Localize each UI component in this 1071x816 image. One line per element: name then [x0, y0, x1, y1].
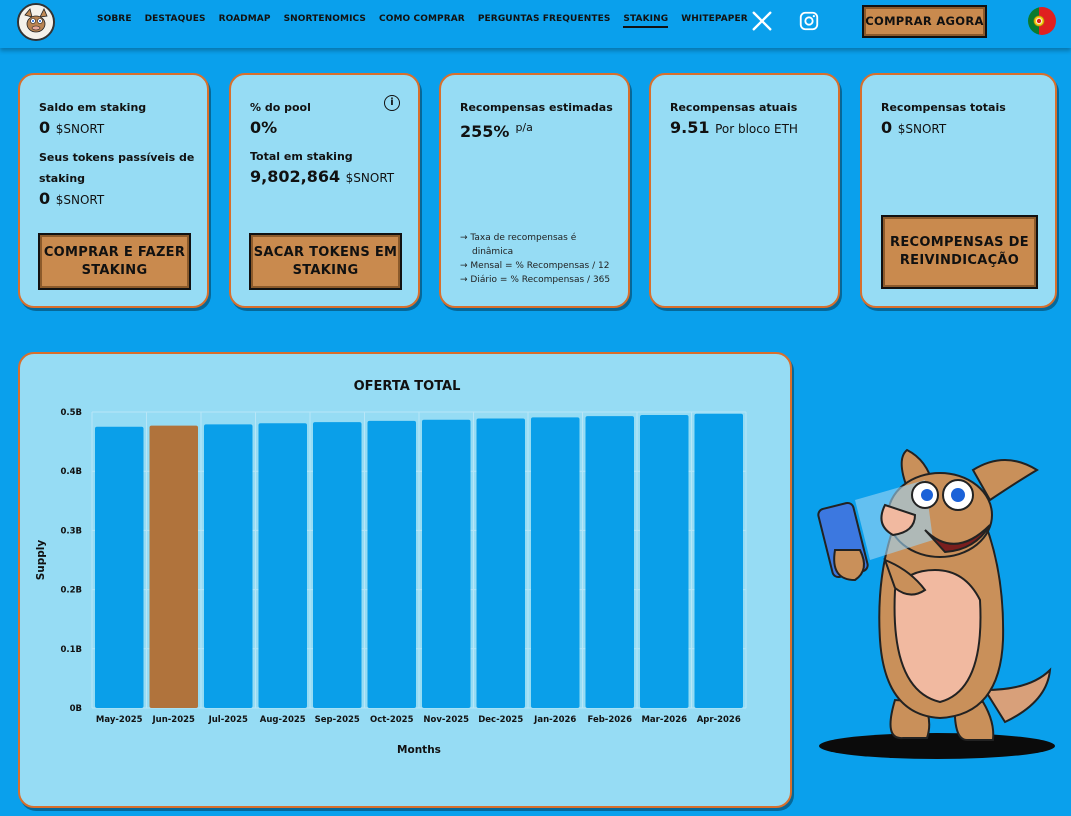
total-rewards-unit: $SNORT: [897, 122, 947, 136]
estimated-rewards-label: Recompensas estimadas: [460, 101, 613, 114]
current-rewards-unit: Por bloco ETH: [715, 122, 798, 136]
bar: [204, 424, 253, 708]
rewards-notes: → Taxa de recompensas é dinâmica → Mensa…: [460, 231, 610, 287]
main-nav: SOBRE DESTAQUES ROADMAP SNORTENOMICS COM…: [97, 14, 761, 28]
stakeable-tokens-label: Seus tokens passíveis de staking: [39, 151, 195, 185]
estimated-rewards-value: 255% p/a: [460, 118, 628, 142]
x-tick-label: Aug-2025: [260, 715, 306, 725]
current-rewards-value: 9.51 Por bloco ETH: [670, 118, 838, 139]
stakeable-tokens-value: 0 $SNORT: [39, 189, 207, 210]
current-rewards-amount: 9.51: [670, 118, 710, 137]
current-rewards-label: Recompensas atuais: [670, 101, 798, 114]
x-tick-label: Dec-2025: [478, 715, 523, 725]
estimated-rewards-card: Recompensas estimadas 255% p/a → Taxa de …: [439, 73, 630, 308]
y-tick-label: 0.3B: [60, 526, 82, 536]
nav-item-whitepaper[interactable]: WHITEPAPER: [681, 14, 748, 24]
x-tick-label: Jul-2025: [208, 715, 248, 725]
stakeable-tokens-amount: 0: [39, 189, 51, 208]
stakeable-tokens-unit: $SNORT: [55, 193, 105, 207]
nav-item-faq[interactable]: PERGUNTAS FREQUENTES: [477, 14, 611, 24]
y-tick-label: 0.1B: [60, 645, 82, 655]
staking-balance-value: 0 $SNORT: [39, 118, 207, 139]
nav-item-roadmap[interactable]: ROADMAP: [218, 14, 271, 24]
rewards-note: → Diário = % Recompensas / 365: [460, 275, 611, 285]
staking-balance-card: Saldo em staking 0 $SNORT Seus tokens pa…: [18, 73, 209, 308]
bar: [585, 416, 634, 708]
total-rewards-label: Recompensas totais: [881, 101, 1006, 114]
y-tick-label: 0.2B: [60, 586, 82, 596]
y-tick-label: 0.5B: [60, 408, 82, 418]
chart-title: OFERTA TOTAL: [353, 379, 461, 394]
buy-now-button[interactable]: COMPRAR AGORA: [862, 5, 987, 38]
instagram-icon[interactable]: [798, 10, 820, 32]
staking-balance-label: Saldo em staking: [39, 101, 147, 114]
nav-item-como-comprar[interactable]: COMO COMPRAR: [379, 14, 465, 24]
claim-rewards-button[interactable]: RECOMPENSAS DE REIVINDICAÇÃO: [881, 215, 1038, 289]
y-tick-label: 0.4B: [60, 467, 82, 477]
bar: [149, 425, 198, 708]
estimated-rewards-suffix: p/a: [515, 121, 533, 134]
portugal-flag-icon[interactable]: [1028, 7, 1056, 35]
bar: [367, 420, 416, 708]
bar: [640, 414, 689, 708]
pool-share-label: % do pool: [250, 101, 311, 114]
pool-card: % do pool i 0% Total em staking 9,802,86…: [229, 73, 420, 308]
x-tick-label: Nov-2025: [423, 715, 469, 725]
bar: [95, 426, 144, 708]
armadillo-mascot-icon: [817, 448, 1055, 759]
top-bar: SOBRE DESTAQUES ROADMAP SNORTENOMICS COM…: [0, 0, 1071, 48]
x-tick-label: Sep-2025: [315, 715, 360, 725]
bar: [531, 417, 580, 708]
staking-balance-unit: $SNORT: [55, 122, 105, 136]
total-rewards-amount: 0: [881, 118, 893, 137]
staking-balance-amount: 0: [39, 118, 51, 137]
bar: [422, 419, 471, 708]
x-tick-label: May-2025: [96, 715, 143, 725]
bar: [258, 423, 307, 708]
bar: [313, 422, 362, 708]
x-tick-label: Apr-2026: [697, 715, 741, 725]
x-tick-label: Jan-2026: [533, 715, 576, 725]
x-tick-label: Feb-2026: [588, 715, 633, 725]
supply-bar-chart: 0B 0.1B 0.2B 0.3B 0.4B 0.5B May-2025 Jun-2025 Ju…: [35, 408, 747, 756]
rewards-note: → Taxa de recompensas é dinâmica: [460, 233, 577, 257]
bar: [476, 418, 525, 708]
current-rewards-card: Recompensas atuais 9.51 Por bloco ETH: [649, 73, 840, 308]
x-axis-label: Months: [397, 744, 441, 756]
nav-item-staking[interactable]: STAKING: [623, 14, 669, 28]
bar: [694, 413, 743, 708]
logo[interactable]: [17, 3, 55, 41]
nav-item-sobre[interactable]: SOBRE: [97, 14, 132, 24]
x-tick-label: Oct-2025: [370, 715, 414, 725]
total-rewards-value: 0 $SNORT: [881, 118, 1055, 139]
y-tick-label: 0B: [70, 704, 82, 714]
y-axis-label: Supply: [35, 540, 47, 581]
total-staked-unit: $SNORT: [345, 171, 395, 185]
nav-item-destaques[interactable]: DESTAQUES: [144, 14, 206, 24]
info-icon[interactable]: i: [384, 95, 400, 111]
withdraw-staked-button[interactable]: SACAR TOKENS EM STAKING: [249, 233, 402, 290]
x-tick-label: Jun-2025: [152, 715, 196, 725]
buy-and-stake-button[interactable]: COMPRAR E FAZER STAKING: [38, 233, 191, 290]
armadillo-logo-icon: [19, 5, 53, 39]
total-staked-label: Total em staking: [250, 150, 353, 163]
total-staked-amount: 9,802,864: [250, 167, 341, 186]
estimated-rewards-amount: 255%: [460, 122, 510, 141]
rewards-note: → Mensal = % Recompensas / 12: [460, 261, 610, 271]
pool-share-value: 0%: [250, 118, 278, 137]
total-rewards-card: Recompensas totais 0 $SNORT RECOMPENSAS …: [860, 73, 1057, 308]
nav-item-snortenomics[interactable]: SNORTENOMICS: [283, 14, 366, 24]
total-staked-value: 9,802,864 $SNORT: [250, 167, 418, 188]
x-tick-label: Mar-2026: [641, 715, 687, 725]
x-twitter-icon[interactable]: [751, 10, 773, 32]
total-supply-chart-card: OFERTA TOTAL 0B 0.1B 0.2B 0.3B 0.4B 0.5B May-2…: [18, 352, 792, 808]
